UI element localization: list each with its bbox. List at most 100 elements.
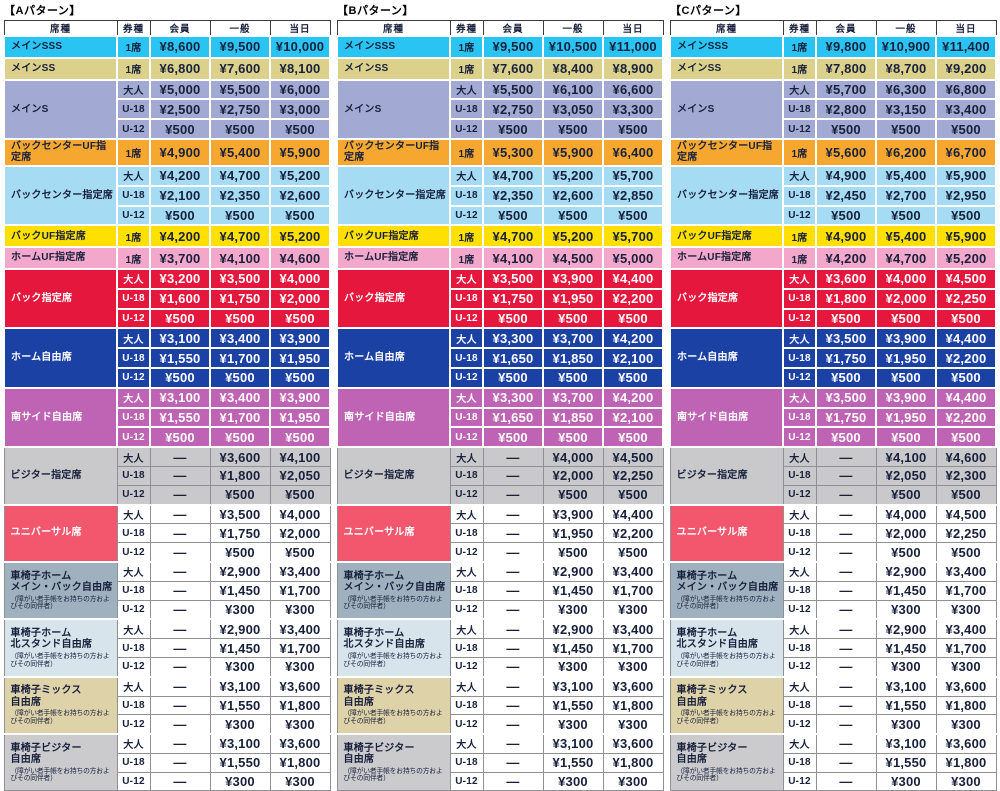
sameday-price-cell: ¥4,400 xyxy=(935,386,997,409)
general-price-cell: ¥5,900 xyxy=(542,137,604,167)
seat-note: （障がい者手帳をお持ちの方およびその同伴者） xyxy=(343,767,443,783)
general-price-cell: ¥1,950 xyxy=(542,287,604,310)
member-price-cell: ¥1,750 xyxy=(815,406,877,429)
general-price-cell: ¥500 xyxy=(542,307,604,330)
ticket-cell: U-18 xyxy=(449,287,484,310)
seat-name: ビジター指定席 xyxy=(343,470,415,482)
sameday-price-cell: ¥2,850 xyxy=(602,184,664,207)
sameday-price-cell: ¥4,400 xyxy=(602,267,664,290)
ticket-cell: 大人 xyxy=(449,503,484,525)
table-row: U-18 ¥1,800 ¥2,000 ¥2,250 xyxy=(670,287,997,310)
seat-name: ホーム自由席 xyxy=(11,352,72,364)
sameday-price-cell: ¥300 xyxy=(269,599,331,620)
seat-cell: バックセンターUF指定席 xyxy=(3,137,118,167)
seat-name: バックセンターUF指定席 xyxy=(344,140,440,164)
column-header: 券種 xyxy=(116,20,151,37)
ticket-cell: U-18 xyxy=(116,465,151,486)
member-price-cell: — xyxy=(815,752,877,773)
member-price-cell: ¥2,100 xyxy=(149,184,211,207)
ticket-cell: 大人 xyxy=(116,164,151,187)
sameday-price-cell: ¥2,200 xyxy=(602,287,664,310)
member-price-cell: — xyxy=(815,733,877,754)
seat-name: メイン・バック自由席 xyxy=(10,582,113,594)
member-price-cell: — xyxy=(149,771,211,791)
sameday-price-cell: ¥500 xyxy=(935,366,997,389)
table-row: バックセンターUF指定席 1席 ¥5,600 ¥6,200 ¥6,700 xyxy=(669,137,997,167)
ticket-cell: 1席 xyxy=(116,56,151,81)
general-price-cell: ¥4,000 xyxy=(875,503,937,525)
general-price-cell: ¥500 xyxy=(209,366,271,389)
table-row: U-18 ¥2,500 ¥2,750 ¥3,000 xyxy=(4,98,331,121)
member-price-cell: — xyxy=(482,446,544,467)
table-row: U-18— ¥2,050 ¥2,300 xyxy=(670,465,997,486)
seat-name: 自由席 xyxy=(343,696,375,708)
table-row: U-18— ¥1,550 ¥1,800 xyxy=(337,695,664,716)
seat-cell: バック指定席 xyxy=(3,267,118,330)
table-row: U-12 ¥500 ¥500 ¥500 xyxy=(4,307,331,330)
general-price-cell: ¥500 xyxy=(209,484,271,506)
table-row: U-18— ¥1,450 ¥1,700 xyxy=(4,638,331,658)
member-price-cell: ¥4,900 xyxy=(815,224,877,249)
ticket-cell: U-18 xyxy=(449,406,484,429)
sameday-price-cell: ¥5,200 xyxy=(269,224,331,249)
ticket-cell: 大人 xyxy=(116,267,151,290)
sameday-price-cell: ¥500 xyxy=(602,366,664,389)
seat-name: バックセンター指定席 xyxy=(11,189,113,201)
sameday-price-cell: ¥300 xyxy=(269,714,331,735)
sameday-price-cell: ¥300 xyxy=(935,771,997,791)
general-price-cell: ¥1,550 xyxy=(542,695,604,716)
general-price-cell: ¥3,400 xyxy=(209,386,271,409)
seat-name: メインS xyxy=(11,103,49,115)
sameday-price-cell: ¥2,100 xyxy=(602,347,664,369)
member-price-cell: — xyxy=(482,599,544,620)
seat-note: （障がい者手帳をお持ちの方およびその同伴者） xyxy=(676,767,776,783)
table-row: U-18— ¥2,000 ¥2,250 xyxy=(337,465,664,486)
sameday-price-cell: ¥1,950 xyxy=(269,406,331,429)
table-row: メインSSS 1席 ¥9,500 ¥10,500 ¥11,000 xyxy=(336,35,664,59)
column-header: 券種 xyxy=(782,20,817,37)
member-price-cell: — xyxy=(815,771,877,791)
sameday-price-cell: ¥300 xyxy=(269,771,331,791)
seat-name: 南サイド自由席 xyxy=(344,411,416,423)
table-row: U-18— ¥1,450 ¥1,700 xyxy=(337,580,664,601)
sameday-price-cell: ¥4,400 xyxy=(935,327,997,350)
ticket-cell: 1席 xyxy=(116,246,151,270)
member-price-cell: ¥4,900 xyxy=(815,164,877,187)
member-price-cell: ¥4,200 xyxy=(149,224,211,249)
member-price-cell: — xyxy=(815,675,877,697)
seat-cell: 車椅子ビジター 自由席 （障がい者手帳をお持ちの方およびその同伴者） xyxy=(336,733,451,791)
member-price-cell: — xyxy=(149,752,211,773)
member-price-cell: ¥1,750 xyxy=(815,347,877,369)
general-price-cell: ¥3,900 xyxy=(542,503,604,525)
member-price-cell: ¥7,600 xyxy=(482,56,544,81)
sameday-price-cell: ¥3,900 xyxy=(269,386,331,409)
column-header: 一般 xyxy=(875,20,937,37)
ticket-cell: 1席 xyxy=(782,35,817,59)
table-row: U-12— ¥500 ¥500 xyxy=(337,542,664,563)
general-price-cell: ¥500 xyxy=(209,542,271,563)
seat-cell: ホーム自由席 xyxy=(336,327,451,389)
seat-cell: 車椅子ホーム メイン・バック自由席 （障がい者手帳をお持ちの方およびその同伴者） xyxy=(336,560,451,620)
general-price-cell: ¥300 xyxy=(542,714,604,735)
table-row: U-12— ¥500 ¥500 xyxy=(4,484,331,506)
general-price-cell: ¥500 xyxy=(542,204,604,227)
seat-note: （障がい者手帳をお持ちの方およびその同伴者） xyxy=(10,652,110,668)
ticket-cell: U-18 xyxy=(116,347,151,369)
ticket-cell: U-12 xyxy=(782,484,817,506)
member-price-cell: ¥5,600 xyxy=(815,137,877,167)
general-price-cell: ¥1,850 xyxy=(542,347,604,369)
member-price-cell: — xyxy=(149,675,211,697)
ticket-cell: U-12 xyxy=(782,599,817,620)
table-row: メインSSS 1席 ¥8,600 ¥9,500 ¥10,000 xyxy=(3,35,331,59)
member-price-cell: — xyxy=(815,580,877,601)
ticket-cell: 大人 xyxy=(782,618,817,640)
seat-name: 車椅子ホーム xyxy=(343,570,405,582)
table-row: U-18 ¥2,350 ¥2,600 ¥2,850 xyxy=(337,184,664,207)
seat-name: メインS xyxy=(344,103,382,115)
seat-cell: 車椅子ホーム 北スタンド自由席 （障がい者手帳をお持ちの方およびその同伴者） xyxy=(3,618,118,678)
seat-cell: ユニバーサル席 xyxy=(3,503,118,563)
seat-cell: バックセンターUF指定席 xyxy=(669,137,784,167)
table-row: ユニバーサル席 大人 — ¥3,500 ¥4,000 xyxy=(3,503,331,563)
sameday-price-cell: ¥4,600 xyxy=(935,446,997,467)
member-price-cell: — xyxy=(815,656,877,678)
